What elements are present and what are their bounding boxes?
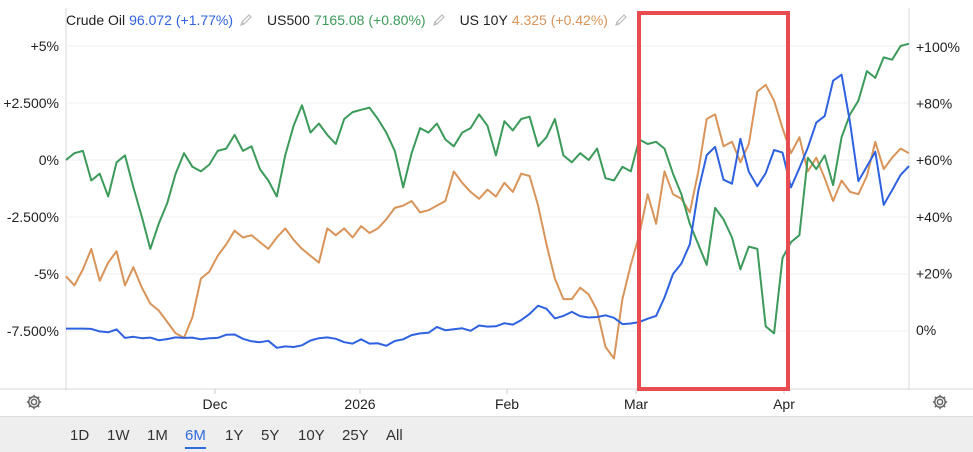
pencil-icon[interactable] — [614, 13, 628, 27]
right-tick-label: +60% — [916, 152, 952, 168]
comparison-chart[interactable]: +5% +2.500% 0% -2.500% -5% -7.500% +100% +80% +6… — [0, 0, 973, 416]
legend-item-us500[interactable]: US500 7165.08 (+0.80%) — [267, 12, 446, 28]
x-tick-label: Mar — [624, 396, 648, 412]
range-button-5y[interactable]: 5Y — [261, 427, 280, 444]
range-button-all[interactable]: All — [386, 427, 403, 444]
time-range-bar: 1D 1W 1M 6M 1Y 5Y 10Y 25Y All — [0, 416, 973, 452]
left-tick-label: -5% — [34, 266, 59, 282]
gear-icon[interactable] — [25, 393, 43, 411]
legend-item-crude-oil[interactable]: Crude Oil 96.072 (+1.77%) — [66, 12, 253, 28]
range-button-1w[interactable]: 1W — [107, 427, 130, 444]
range-button-1m[interactable]: 1M — [147, 427, 168, 444]
chart-legend: Crude Oil 96.072 (+1.77%) US500 7165.08 … — [66, 10, 642, 30]
pencil-icon[interactable] — [239, 13, 253, 27]
series-line-crude-oil — [66, 73, 910, 349]
left-tick-label: 0% — [39, 152, 59, 168]
series-line-us500 — [65, 42, 910, 335]
left-tick-label: +5% — [31, 38, 59, 54]
range-button-6m[interactable]: 6M — [185, 425, 206, 449]
x-tick-label: Feb — [495, 396, 519, 412]
series-line-us-10y — [65, 83, 910, 360]
x-tick-label: Apr — [773, 396, 795, 412]
left-tick-label: -2.500% — [7, 209, 59, 225]
range-button-10y[interactable]: 10Y — [298, 427, 325, 444]
legend-item-us-10y[interactable]: US 10Y 4.325 (+0.42%) — [460, 12, 628, 28]
range-button-1y[interactable]: 1Y — [225, 427, 244, 444]
pencil-icon[interactable] — [432, 13, 446, 27]
legend-value: 4.325 (+0.42%) — [511, 12, 608, 28]
legend-name: US500 — [267, 12, 310, 28]
legend-value: 7165.08 (+0.80%) — [313, 12, 426, 28]
gear-icon[interactable] — [931, 393, 949, 411]
highlight-box — [637, 11, 790, 391]
right-tick-label: +40% — [916, 209, 952, 225]
legend-name: US 10Y — [459, 12, 508, 28]
left-tick-label: -7.500% — [7, 323, 59, 339]
legend-value: 96.072 (+1.77%) — [129, 12, 234, 28]
right-tick-label: +100% — [916, 39, 960, 55]
x-tick-label: Dec — [203, 396, 228, 412]
right-tick-label: +80% — [916, 96, 952, 112]
right-tick-label: 0% — [916, 322, 936, 338]
legend-name: Crude Oil — [66, 12, 126, 28]
range-button-1d[interactable]: 1D — [70, 427, 90, 444]
left-tick-label: +2.500% — [3, 95, 59, 111]
range-button-25y[interactable]: 25Y — [342, 427, 369, 444]
right-tick-label: +20% — [916, 265, 952, 281]
x-tick-label: 2026 — [344, 396, 375, 412]
